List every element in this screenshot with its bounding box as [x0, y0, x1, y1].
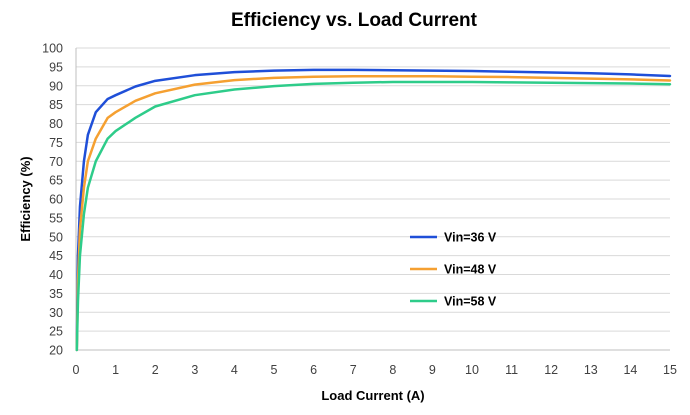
series-line-2	[75, 75, 672, 352]
x-tick-label: 9	[429, 363, 436, 377]
x-tick-label: 13	[584, 363, 598, 377]
y-tick-label: 85	[49, 98, 63, 112]
x-tick-label: 1	[112, 363, 119, 377]
y-tick-label: 25	[49, 325, 63, 339]
y-tick-label: 35	[49, 287, 63, 301]
y-tick-label: 70	[49, 155, 63, 169]
y-tick-label: 60	[49, 193, 63, 207]
x-tick-label: 6	[310, 363, 317, 377]
grid-lines	[76, 47, 670, 332]
x-tick-label: 4	[231, 363, 238, 377]
y-tick-label: 90	[49, 79, 63, 93]
y-tick-label: 45	[49, 249, 63, 263]
y-tick-label: 50	[49, 230, 63, 244]
legend-label-1: Vin=36 V	[444, 231, 497, 245]
x-tick-label: 15	[663, 363, 677, 377]
x-tick-label: 3	[191, 363, 198, 377]
chart-title: Efficiency vs. Load Current	[231, 10, 478, 31]
legend-label-2: Vin=48 V	[444, 263, 497, 277]
y-tick-label: 100	[42, 42, 63, 56]
series-line-1	[75, 68, 672, 352]
y-tick-label: 80	[49, 117, 63, 131]
x-tick-label: 12	[544, 363, 558, 377]
series-line-3	[75, 80, 672, 352]
y-tick-label: 55	[49, 211, 63, 225]
y-axis-label: Efficiency (%)	[18, 156, 33, 241]
x-tick-label: 14	[623, 363, 637, 377]
legend-label-3: Vin=58 V	[444, 295, 497, 309]
x-tick-label: 8	[389, 363, 396, 377]
series-lines	[75, 68, 672, 352]
x-axis-label: Load Current (A)	[321, 388, 424, 403]
x-tick-label: 11	[505, 363, 518, 377]
x-tick-label: 10	[465, 363, 479, 377]
x-tick-label: 0	[73, 363, 80, 377]
y-tick-label: 20	[49, 344, 63, 358]
x-tick-label: 2	[152, 363, 159, 377]
y-tick-label: 65	[49, 174, 63, 188]
x-tick-label: 7	[350, 363, 357, 377]
y-tick-label: 95	[49, 60, 63, 74]
x-tick-label: 5	[271, 363, 278, 377]
y-tick-label: 40	[49, 268, 63, 282]
y-tick-label: 75	[49, 136, 63, 150]
y-tick-label: 30	[49, 306, 63, 320]
legend: Vin=36 V Vin=48 V Vin=58 V	[410, 231, 497, 309]
